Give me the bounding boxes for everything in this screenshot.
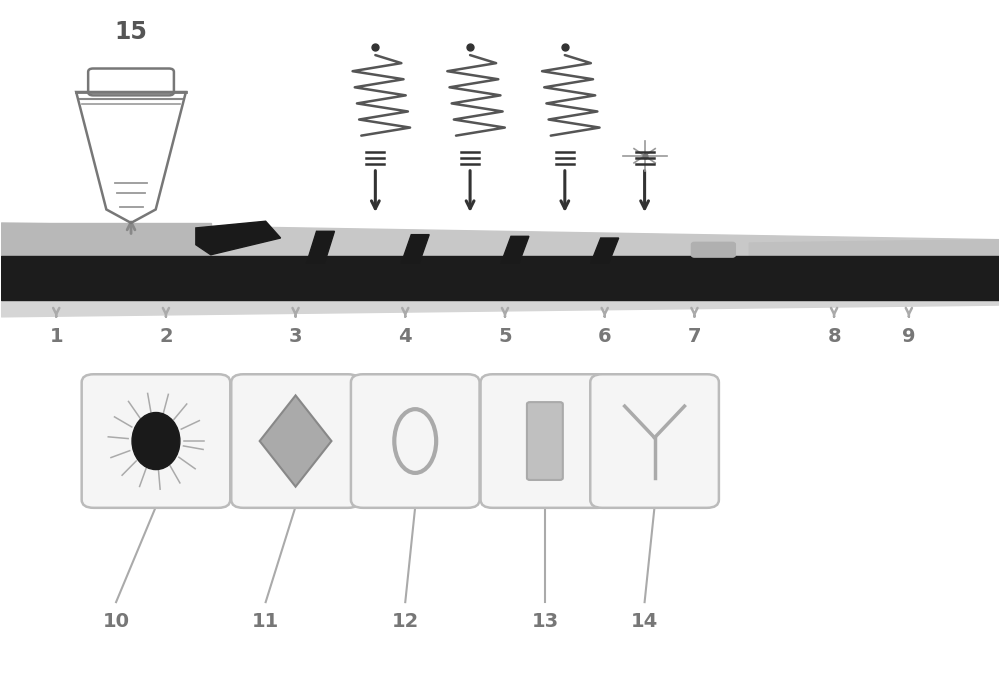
Polygon shape	[501, 237, 529, 263]
Text: 10: 10	[103, 612, 130, 632]
FancyBboxPatch shape	[481, 374, 609, 508]
Text: 13: 13	[531, 612, 558, 632]
Text: 7: 7	[688, 327, 701, 346]
FancyBboxPatch shape	[590, 374, 719, 508]
Text: 12: 12	[392, 612, 419, 632]
Polygon shape	[749, 240, 999, 256]
Text: 15: 15	[115, 20, 147, 44]
Text: 4: 4	[398, 327, 412, 346]
Text: 9: 9	[902, 327, 916, 346]
Text: 5: 5	[498, 327, 512, 346]
Text: 14: 14	[631, 612, 658, 632]
Polygon shape	[1, 300, 999, 317]
Polygon shape	[1, 223, 999, 256]
Polygon shape	[307, 231, 334, 263]
FancyBboxPatch shape	[82, 374, 230, 508]
FancyBboxPatch shape	[351, 374, 480, 508]
Polygon shape	[1, 223, 211, 256]
FancyBboxPatch shape	[231, 374, 360, 508]
Polygon shape	[196, 221, 281, 255]
Text: 1: 1	[49, 327, 63, 346]
Text: 3: 3	[289, 327, 302, 346]
Text: 8: 8	[827, 327, 841, 346]
Polygon shape	[401, 235, 429, 263]
Text: 11: 11	[252, 612, 279, 632]
Text: 6: 6	[598, 327, 612, 346]
FancyBboxPatch shape	[527, 402, 563, 480]
Text: 2: 2	[159, 327, 173, 346]
Polygon shape	[260, 396, 331, 487]
Bar	[1, 256, 999, 300]
FancyBboxPatch shape	[691, 243, 735, 257]
Ellipse shape	[132, 412, 180, 470]
Polygon shape	[591, 238, 619, 263]
